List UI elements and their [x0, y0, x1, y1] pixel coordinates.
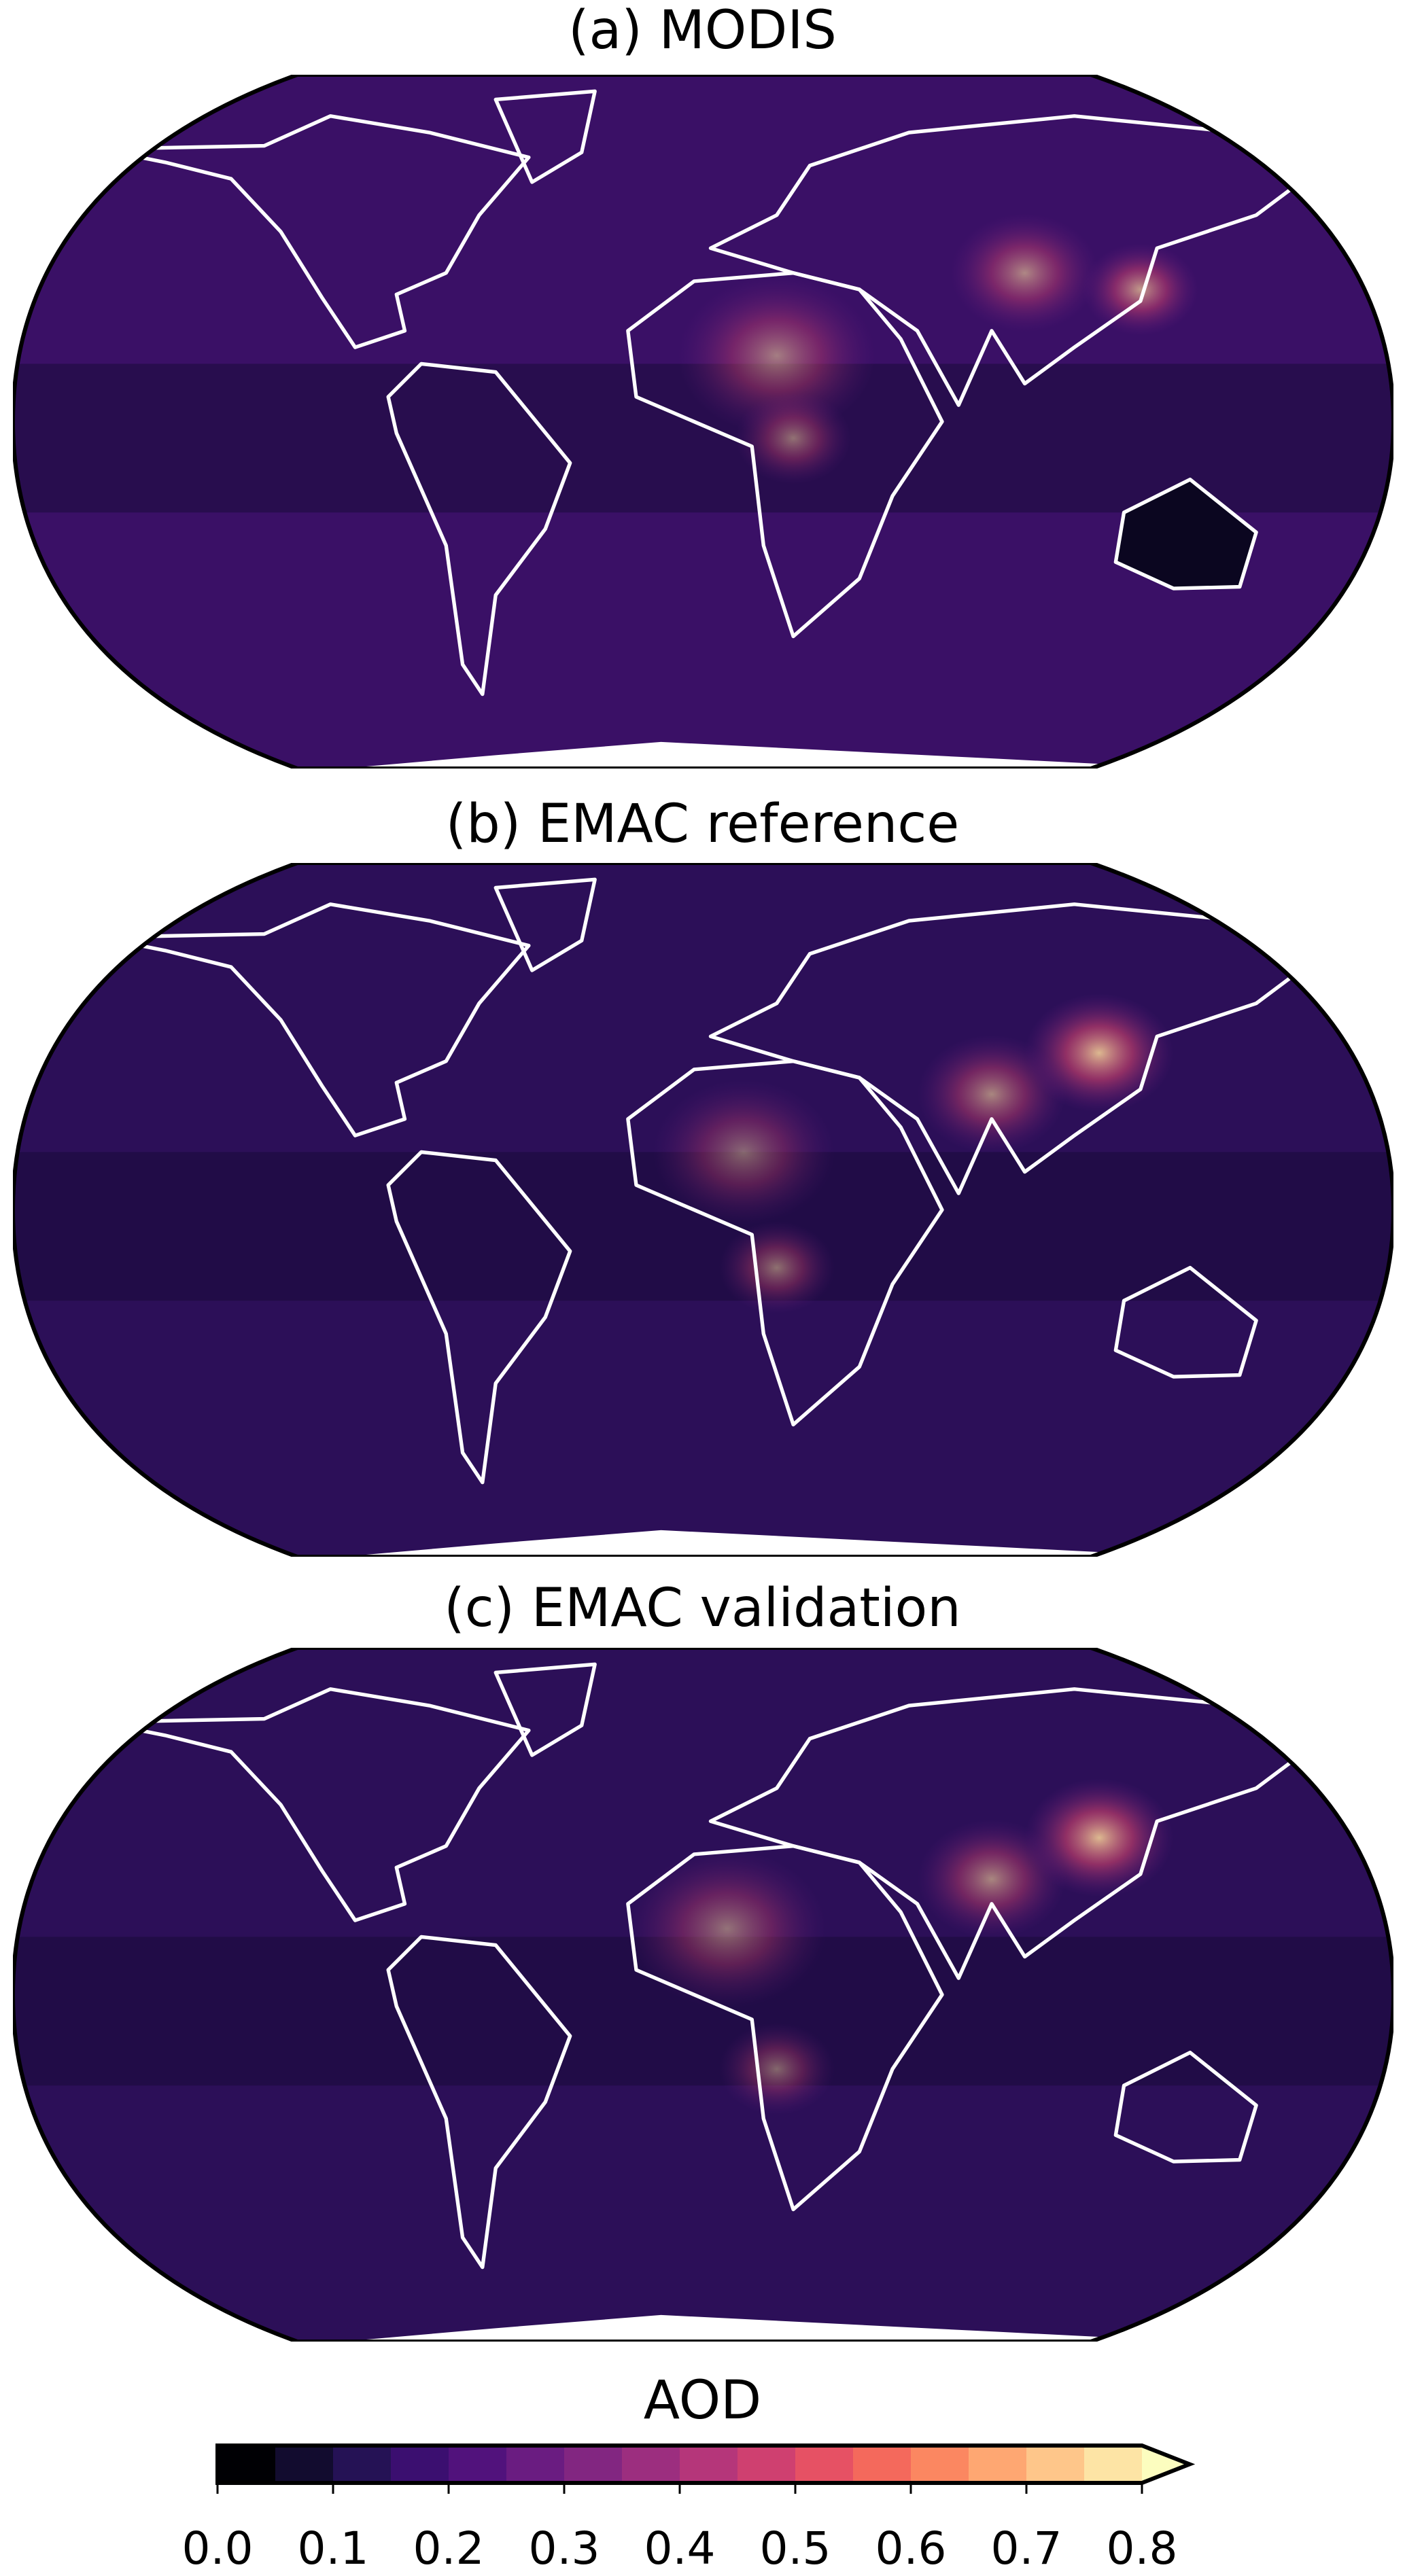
- coastline-antarctica: [361, 1530, 1159, 1557]
- colorbar-bin: [969, 2446, 1027, 2483]
- coastline-eurasia: [708, 902, 1325, 1195]
- colorbar-bin: [795, 2446, 854, 2483]
- colorbar-bin: [391, 2446, 449, 2483]
- aod-hotspot: [677, 276, 876, 435]
- colorbar-tick-label: 0.1: [297, 2522, 369, 2575]
- colorbar-bin: [449, 2446, 507, 2483]
- coastline-greenland: [493, 1662, 597, 1757]
- coastline-eurasia: [708, 114, 1325, 407]
- coastline-north-america: [97, 1687, 531, 1922]
- colorbar-label: AOD: [643, 2370, 762, 2431]
- coastline-africa: [626, 1844, 944, 2212]
- coastline-eurasia: [708, 1687, 1325, 1980]
- colorbar-bin: [1026, 2446, 1085, 2483]
- map-boundary: [13, 1648, 1393, 2342]
- colorbar-tick-label: 0.8: [1106, 2522, 1178, 2575]
- coastline-north-america: [97, 902, 531, 1137]
- aod-hotspot: [718, 2022, 835, 2115]
- colorbar-tick-label: 0.3: [528, 2522, 600, 2575]
- aod-hotspot: [1024, 993, 1174, 1113]
- map-boundary: [13, 863, 1393, 1557]
- aod-hotspot: [1024, 1778, 1174, 1898]
- colorbar-bin: [911, 2446, 969, 2483]
- panel-a-title: (a) MODIS: [568, 0, 837, 61]
- coastline-australia: [1113, 1265, 1258, 1379]
- colorbar-outline: [215, 2443, 1196, 2485]
- colorbar-tick-label: 0.5: [759, 2522, 831, 2575]
- colorbar-bin: [738, 2446, 796, 2483]
- coastline-greenland: [493, 877, 597, 972]
- coastline-africa: [626, 1059, 944, 1427]
- colorbar-bin: [564, 2446, 623, 2483]
- aod-hotspot: [627, 1849, 827, 2008]
- aod-hotspot: [735, 391, 852, 484]
- colorbar-bin: [1084, 2446, 1143, 2483]
- panel-b-map: [13, 863, 1393, 1557]
- panel-a-map: [13, 75, 1393, 769]
- colorbar-tick-label: 0.6: [875, 2522, 947, 2575]
- aod-hotspot: [718, 1221, 835, 1314]
- coastline-south-america: [386, 1935, 572, 2270]
- coastline-north-america: [97, 114, 531, 349]
- panel-b-title: (b) EMAC reference: [445, 794, 960, 855]
- aod-hotspot: [1082, 243, 1198, 336]
- colorbar-bin: [275, 2446, 334, 2483]
- coastline-greenland: [493, 89, 597, 184]
- colorbar-bin: [506, 2446, 565, 2483]
- coastline-antarctica: [361, 2314, 1159, 2342]
- aod-hotspot: [950, 213, 1100, 333]
- colorbar-bin: [333, 2446, 392, 2483]
- coastline-south-america: [386, 361, 572, 696]
- coastline-australia: [1113, 477, 1258, 590]
- colorbar-tick-label: 0.7: [990, 2522, 1062, 2575]
- map-boundary: [13, 75, 1393, 769]
- aod-low-australia: [1115, 479, 1257, 589]
- colorbar-tick-label: 0.4: [644, 2522, 716, 2575]
- colorbar-tick-label: 0.2: [413, 2522, 485, 2575]
- colorbar-bin: [218, 2446, 276, 2483]
- colorbar-bin: [622, 2446, 680, 2483]
- panel-c-map: [13, 1648, 1393, 2342]
- panel-c-title: (c) EMAC validation: [444, 1578, 961, 1639]
- coastline-africa: [626, 271, 944, 639]
- colorbar: [215, 2443, 1196, 2494]
- aod-hotspot: [653, 1079, 835, 1225]
- colorbar-tick-label: 0.0: [181, 2522, 254, 2575]
- colorbar-bin: [680, 2446, 738, 2483]
- coastline-antarctica: [361, 741, 1159, 769]
- coastline-australia: [1113, 2050, 1258, 2164]
- colorbar-bin: [853, 2446, 912, 2483]
- coastline-south-america: [386, 1150, 572, 1485]
- colorbar-extend-arrow: [1142, 2446, 1190, 2483]
